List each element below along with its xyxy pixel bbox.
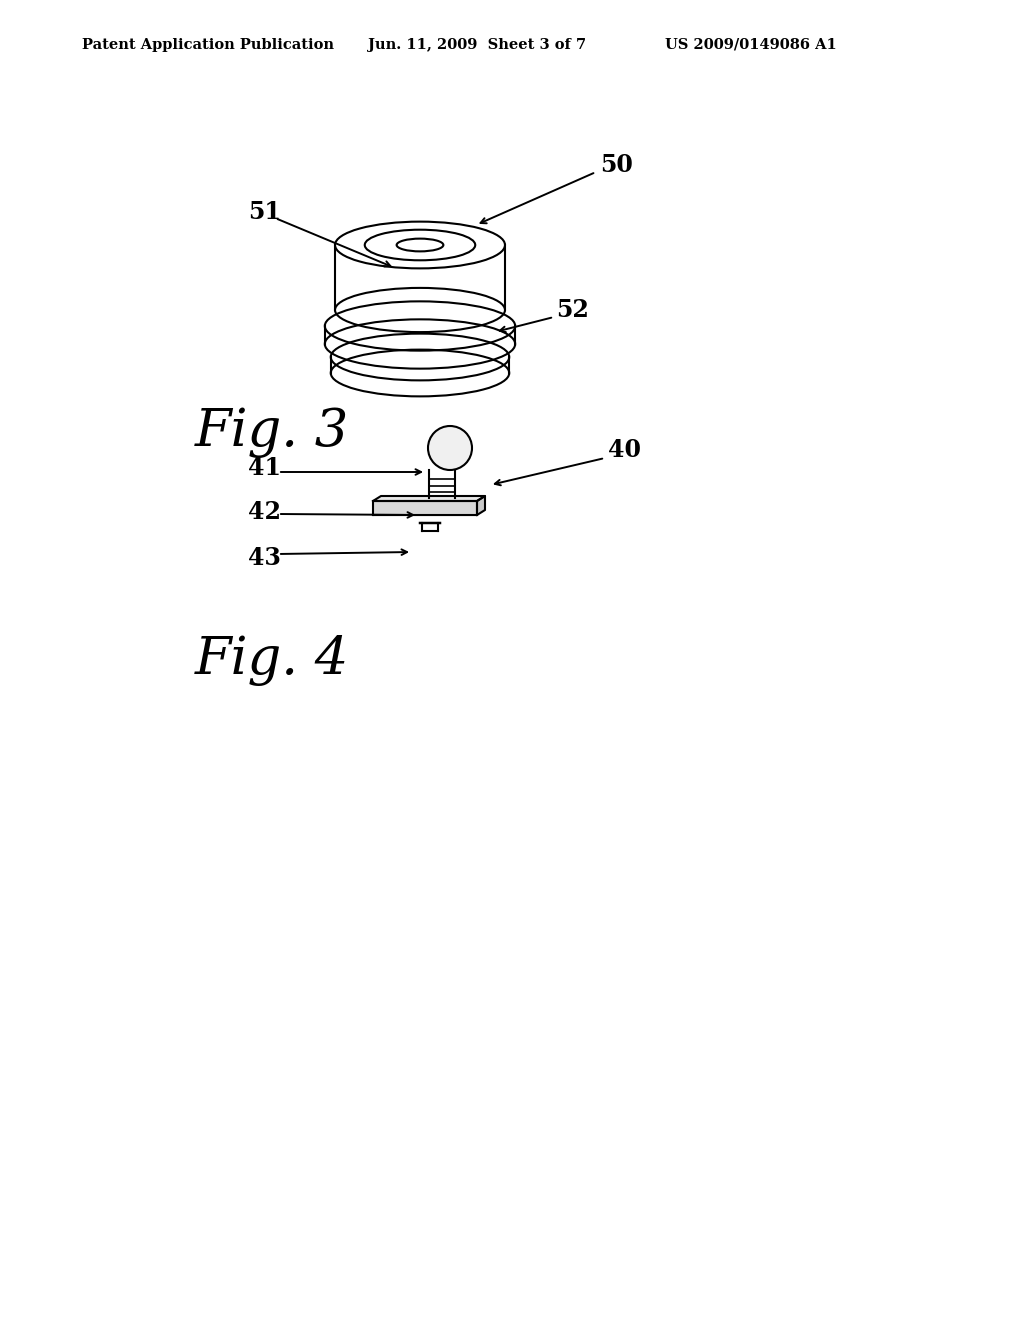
Text: 51: 51	[248, 201, 281, 224]
Text: 50: 50	[600, 153, 633, 177]
Text: 40: 40	[608, 438, 641, 462]
Polygon shape	[477, 496, 485, 515]
Text: Jun. 11, 2009  Sheet 3 of 7: Jun. 11, 2009 Sheet 3 of 7	[368, 38, 586, 51]
Text: 52: 52	[556, 298, 589, 322]
Text: US 2009/0149086 A1: US 2009/0149086 A1	[665, 38, 837, 51]
Text: 43: 43	[248, 546, 281, 570]
Text: Fig. 4: Fig. 4	[195, 635, 349, 685]
Text: 41: 41	[248, 455, 281, 480]
Ellipse shape	[428, 426, 472, 470]
Polygon shape	[373, 502, 477, 515]
Text: Patent Application Publication: Patent Application Publication	[82, 38, 334, 51]
Text: Fig. 3: Fig. 3	[195, 407, 349, 458]
Polygon shape	[373, 496, 485, 502]
Text: 42: 42	[248, 500, 281, 524]
